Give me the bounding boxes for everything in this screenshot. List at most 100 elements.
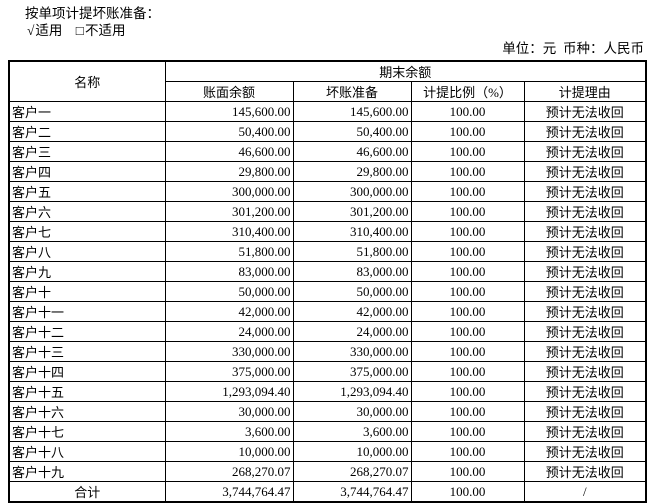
bad-debt-provision-table: 名称 期末余额 账面余额 坏账准备 计提比例（%） 计提理由 客户一 145,60… <box>8 60 648 503</box>
col-header-name: 名称 <box>8 60 166 102</box>
book-balance-value: 145,600.00 <box>164 101 294 122</box>
customer-name: 客户十 <box>8 281 166 302</box>
bad-debt-provision-value: 330,000.00 <box>292 341 412 362</box>
bad-debt-provision-value: 83,000.00 <box>292 261 412 282</box>
book-balance-value: 46,600.00 <box>164 141 294 162</box>
provision-ratio-value: 100.00 <box>410 441 525 462</box>
book-balance-value: 268,270.07 <box>164 461 294 482</box>
provision-reason-value: 预计无法收回 <box>523 321 647 342</box>
provision-reason-value: 预计无法收回 <box>523 161 647 182</box>
provision-ratio-value: 100.00 <box>410 401 525 422</box>
customer-name: 客户二 <box>8 121 166 142</box>
applicable-label: 适用 <box>35 23 63 38</box>
bad-debt-provision-value: 145,600.00 <box>292 101 412 122</box>
book-balance-value: 1,293,094.40 <box>164 381 294 402</box>
col-header-book-balance: 账面余额 <box>164 81 294 102</box>
provision-ratio-value: 100.00 <box>410 161 525 182</box>
col-header-period-end-balance: 期末余额 <box>164 60 647 82</box>
book-balance-value: 310,400.00 <box>164 221 294 242</box>
customer-name: 客户十八 <box>8 441 166 462</box>
table-row: 客户四 29,800.00 29,800.00 100.00 预计无法收回 <box>8 161 647 182</box>
book-balance-value: 301,200.00 <box>164 201 294 222</box>
bad-debt-provision-value: 51,800.00 <box>292 241 412 262</box>
book-balance-value: 83,000.00 <box>164 261 294 282</box>
table-row: 客户十二 24,000.00 24,000.00 100.00 预计无法收回 <box>8 321 647 342</box>
provision-ratio-value: 100.00 <box>410 121 525 142</box>
customer-name: 客户四 <box>8 161 166 182</box>
provision-reason-value: 预计无法收回 <box>523 201 647 222</box>
provision-ratio-value: 100.00 <box>410 381 525 402</box>
provision-ratio-value: 100.00 <box>410 361 525 382</box>
table-row: 客户六 301,200.00 301,200.00 100.00 预计无法收回 <box>8 201 647 222</box>
table-row: 客户十四 375,000.00 375,000.00 100.00 预计无法收回 <box>8 361 647 382</box>
provision-reason-value: 预计无法收回 <box>523 421 647 442</box>
table-row: 客户二 50,400.00 50,400.00 100.00 预计无法收回 <box>8 121 647 142</box>
bad-debt-provision-value: 300,000.00 <box>292 181 412 202</box>
customer-name: 客户十一 <box>8 301 166 322</box>
bad-debt-provision-value: 50,000.00 <box>292 281 412 302</box>
customer-name: 客户八 <box>8 241 166 262</box>
provision-ratio-value: 100.00 <box>410 181 525 202</box>
book-balance-value: 3,744,764.47 <box>164 481 294 503</box>
section-title: 按单项计提坏账准备： <box>25 6 160 21</box>
customer-name: 客户七 <box>8 221 166 242</box>
book-balance-value: 375,000.00 <box>164 361 294 382</box>
customer-name: 客户十三 <box>8 341 166 362</box>
bad-debt-provision-value: 50,400.00 <box>292 121 412 142</box>
customer-name: 合计 <box>8 481 166 503</box>
bad-debt-provision-value: 3,744,764.47 <box>292 481 412 503</box>
table-row: 客户七 310,400.00 310,400.00 100.00 预计无法收回 <box>8 221 647 242</box>
book-balance-value: 300,000.00 <box>164 181 294 202</box>
applicable-option[interactable]: √适用 <box>27 23 62 38</box>
book-balance-value: 29,800.00 <box>164 161 294 182</box>
customer-name: 客户十六 <box>8 401 166 422</box>
table-row: 客户八 51,800.00 51,800.00 100.00 预计无法收回 <box>8 241 647 262</box>
customer-name: 客户三 <box>8 141 166 162</box>
provision-reason-value: 预计无法收回 <box>523 181 647 202</box>
provision-ratio-value: 100.00 <box>410 241 525 262</box>
total-row: 合计 3,744,764.47 3,744,764.47 100.00/ <box>8 481 647 503</box>
table-row: 客户十六 30,000.00 30,000.00 100.00 预计无法收回 <box>8 401 647 422</box>
table-row: 客户十五 1,293,094.40 1,293,094.40 100.00 预计无法收回 <box>8 381 647 402</box>
bad-debt-provision-value: 268,270.07 <box>292 461 412 482</box>
provision-reason-value: 预计无法收回 <box>523 241 647 262</box>
empty-checkbox-icon: □ <box>75 23 84 38</box>
provision-ratio-value: 100.00 <box>410 141 525 162</box>
provision-reason-value: 预计无法收回 <box>523 461 647 482</box>
provision-ratio-value: 100.00 <box>410 301 525 322</box>
bad-debt-provision-value: 30,000.00 <box>292 401 412 422</box>
table-row: 客户十七 3,600.00 3,600.00 100.00 预计无法收回 <box>8 421 647 442</box>
provision-ratio-value: 100.00 <box>410 481 525 503</box>
customer-name: 客户五 <box>8 181 166 202</box>
header-row-top: 名称 期末余额 <box>8 60 647 102</box>
provision-ratio-value: 100.00 <box>410 101 525 122</box>
customer-name: 客户十四 <box>8 361 166 382</box>
provision-ratio-value: 100.00 <box>410 281 525 302</box>
bad-debt-provision-value: 375,000.00 <box>292 361 412 382</box>
not-applicable-option[interactable]: □不适用 <box>76 23 126 38</box>
bad-debt-provision-value: 42,000.00 <box>292 301 412 322</box>
table-row: 客户十一 42,000.00 42,000.00 100.00 预计无法收回 <box>8 301 647 322</box>
provision-reason-value: 预计无法收回 <box>523 301 647 322</box>
provision-reason-value: 预计无法收回 <box>523 441 647 462</box>
col-header-provision-reason: 计提理由 <box>523 81 647 102</box>
book-balance-value: 24,000.00 <box>164 321 294 342</box>
book-balance-value: 30,000.00 <box>164 401 294 422</box>
bad-debt-provision-value: 301,200.00 <box>292 201 412 222</box>
bad-debt-provision-value: 1,293,094.40 <box>292 381 412 402</box>
bad-debt-provision-value: 24,000.00 <box>292 321 412 342</box>
col-header-bad-debt-provision: 坏账准备 <box>292 81 412 102</box>
bad-debt-provision-value: 3,600.00 <box>292 421 412 442</box>
unit-currency-note: 单位：元 币种：人民币 <box>502 41 644 56</box>
provision-reason-value: 预计无法收回 <box>523 121 647 142</box>
table-body: 客户一 145,600.00 145,600.00 100.00 预计无法收回 客户二 50… <box>8 101 647 503</box>
provision-reason-value: 预计无法收回 <box>523 261 647 282</box>
bad-debt-provision-value: 10,000.00 <box>292 441 412 462</box>
customer-name: 客户十二 <box>8 321 166 342</box>
provision-ratio-value: 100.00 <box>410 321 525 342</box>
customer-name: 客户十五 <box>8 381 166 402</box>
applicability-line: √适用 □不适用 <box>27 23 135 39</box>
provision-reason-value: 预计无法收回 <box>523 101 647 122</box>
book-balance-value: 51,800.00 <box>164 241 294 262</box>
table-row: 客户五 300,000.00 300,000.00 100.00 预计无法收回 <box>8 181 647 202</box>
